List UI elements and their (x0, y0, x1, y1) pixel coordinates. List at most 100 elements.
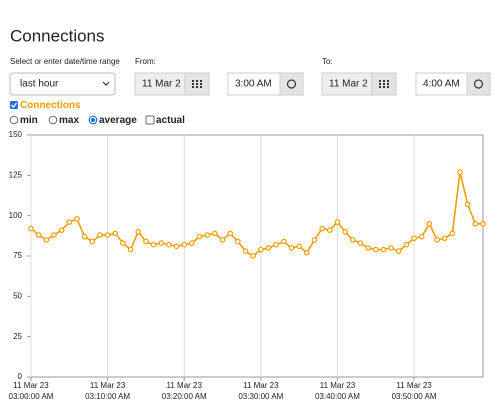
to-date[interactable]: 11 Mar 2 (321, 72, 397, 96)
data-point (97, 232, 103, 238)
from-date[interactable]: 11 Mar 2 (134, 72, 210, 96)
select-value: last hour (20, 79, 59, 90)
radio[interactable] (48, 115, 58, 125)
time-value: 3:00 AM (235, 79, 272, 90)
data-point (311, 237, 318, 243)
to-time[interactable]: 4:00 AM (415, 72, 491, 96)
data-point (235, 238, 241, 245)
data-point (43, 237, 50, 243)
data-point (51, 232, 57, 238)
data-point (74, 216, 80, 222)
mode-options: min max average actual (9, 115, 185, 126)
data-point (212, 230, 218, 237)
data-point (227, 230, 233, 237)
data-point (403, 241, 410, 248)
x-tick-time: 03:30:00 AM (238, 392, 283, 401)
clock-icon (473, 79, 484, 89)
x-tick-date: 11 Mar 23 (320, 381, 356, 390)
data-point (365, 245, 371, 251)
data-point (342, 229, 348, 235)
data-point (281, 238, 287, 245)
data-point (434, 237, 440, 243)
data-point (143, 238, 149, 245)
data-point (66, 219, 73, 225)
data-point (426, 220, 433, 227)
x-tick-date: 11 Mar 23 (90, 381, 126, 390)
data-point (112, 230, 119, 237)
y-tick-label: 75 (13, 251, 22, 260)
x-tick-time: 03:10:00 AM (85, 392, 130, 401)
data-point (449, 230, 456, 237)
radio[interactable] (9, 115, 19, 125)
data-point (173, 243, 180, 250)
data-point (326, 227, 333, 233)
page-title: Connections (10, 26, 105, 45)
checkbox[interactable] (145, 115, 155, 125)
data-point (81, 233, 88, 240)
data-point (189, 240, 195, 246)
x-tick-time: 03:40:00 AM (315, 392, 360, 401)
select-box[interactable] (9, 72, 116, 96)
mode-label: average (99, 115, 137, 126)
data-point (296, 243, 302, 250)
data-point (158, 240, 165, 246)
data-point (127, 246, 134, 253)
data-point (418, 233, 425, 240)
data-point (89, 238, 96, 245)
mode-label: actual (156, 115, 185, 126)
data-point (28, 225, 34, 232)
clock-button[interactable] (279, 72, 304, 96)
data-point (388, 245, 394, 251)
series-line (30, 171, 483, 257)
series-toggle-label: Connections (20, 100, 81, 111)
x-tick-date: 11 Mar 23 (243, 381, 279, 390)
x-tick-time: 03:20:00 AM (162, 392, 207, 401)
check-icon (11, 102, 18, 108)
data-point (411, 235, 417, 242)
data-point (480, 220, 486, 227)
data-point (472, 220, 479, 227)
x-tick-time: 03:00:00 AM (9, 392, 54, 401)
plot-frame (30, 134, 484, 378)
data-point (464, 201, 471, 208)
x-tick-date: 11 Mar 23 (167, 381, 203, 390)
data-point (372, 246, 379, 253)
data-point (265, 245, 272, 251)
data-point (242, 248, 249, 254)
checkbox-checked[interactable] (10, 101, 18, 109)
data-point (319, 225, 325, 232)
y-tick-label: 100 (9, 211, 23, 220)
x-tick-date: 11 Mar 23 (396, 381, 432, 390)
y-tick-label: 50 (13, 291, 22, 300)
chart: 0 25 50 75 100 125 150 11 Mar 23 03:00:00 AM 11 M… (9, 130, 486, 401)
series-toggle[interactable]: Connections (10, 100, 81, 111)
data-point (258, 246, 264, 253)
data-point (357, 240, 364, 246)
calendar-icon (379, 80, 389, 88)
from-label: From: (135, 57, 156, 66)
data-point (58, 227, 65, 233)
data-point (181, 241, 188, 248)
to-label: To: (322, 57, 333, 66)
clock-button[interactable] (466, 72, 491, 96)
data-point (273, 241, 279, 248)
y-tick-label: 150 (9, 130, 23, 139)
range-select[interactable]: last hour (9, 72, 116, 96)
select-arrow (102, 81, 110, 86)
data-point (196, 233, 203, 240)
data-point (250, 253, 256, 259)
data-point (349, 237, 356, 243)
from-time[interactable]: 3:00 AM (227, 72, 304, 96)
mode-label: max (59, 115, 79, 126)
x-tick-date: 11 Mar 23 (13, 381, 49, 390)
calendar-icon (192, 80, 202, 88)
range-label: Select or enter date/time range (10, 57, 120, 66)
date-value: 11 Mar 2 (329, 79, 368, 90)
data-point (204, 232, 211, 238)
data-point (35, 232, 42, 238)
data-point (166, 241, 172, 248)
data-point (288, 245, 295, 251)
data-point (380, 246, 387, 253)
mode-label: min (20, 115, 38, 126)
data-point (104, 232, 111, 238)
